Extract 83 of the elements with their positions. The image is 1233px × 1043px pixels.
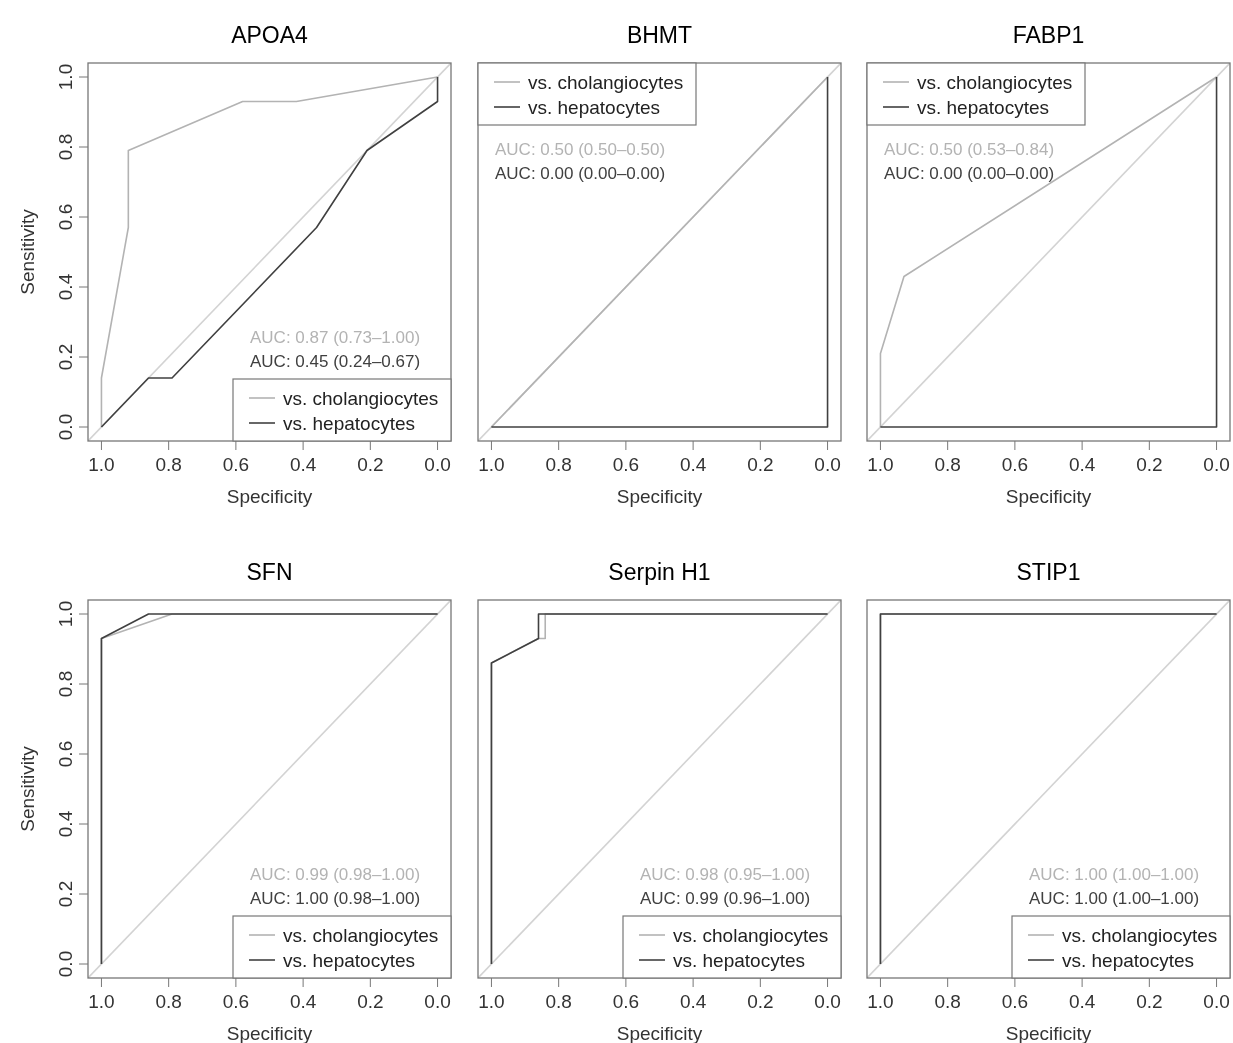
- y-tick-label: 1.0: [55, 63, 76, 91]
- legend-label: vs. cholangiocytes: [1062, 925, 1218, 946]
- y-tick-label: 0.6: [55, 740, 76, 768]
- x-tick-label: 0.2: [357, 991, 384, 1012]
- legend-label: vs. hepatocytes: [283, 413, 416, 434]
- legend-label: vs. cholangiocytes: [673, 925, 829, 946]
- x-tick-label: 0.8: [155, 991, 182, 1012]
- x-tick-label: 0.8: [155, 454, 182, 475]
- chart-title: Serpin H1: [608, 559, 711, 585]
- x-tick-label: 0.0: [1203, 991, 1230, 1012]
- x-tick-label: 1.0: [478, 454, 505, 475]
- x-tick-label: 1.0: [88, 991, 115, 1012]
- x-tick-label: 0.8: [545, 454, 572, 475]
- chart-title: FABP1: [1012, 22, 1085, 48]
- x-tick-label: 0.2: [357, 454, 384, 475]
- annotation: AUC: 1.00 (0.98–1.00): [250, 889, 421, 908]
- x-tick-label: 0.4: [1068, 991, 1096, 1012]
- x-tick-label: 0.4: [679, 454, 707, 475]
- y-tick-label: 0.8: [55, 670, 76, 698]
- x-tick-label: 0.2: [747, 991, 774, 1012]
- x-tick-label: 0.6: [222, 991, 250, 1012]
- x-tick-label: 0.6: [1001, 991, 1029, 1012]
- y-tick-label: 0.4: [55, 810, 76, 838]
- annotation: AUC: 0.00 (0.00–0.00): [884, 164, 1055, 183]
- legend-label: vs. hepatocytes: [283, 950, 416, 971]
- x-tick-label: 0.2: [1136, 991, 1163, 1012]
- chart-title: STIP1: [1016, 559, 1081, 585]
- x-tick-label: 1.0: [478, 991, 505, 1012]
- x-tick-label: 0.6: [612, 454, 640, 475]
- annotation: AUC: 1.00 (1.00–1.00): [1029, 865, 1200, 884]
- x-tick-label: 0.2: [747, 454, 774, 475]
- legend-label: vs. hepatocytes: [1062, 950, 1195, 971]
- y-tick-label: 0.2: [55, 880, 76, 908]
- legend-label: vs. hepatocytes: [917, 97, 1050, 118]
- annotation: AUC: 0.98 (0.95–1.00): [640, 865, 811, 884]
- x-tick-label: 0.6: [1001, 454, 1029, 475]
- y-tick-label: 1.0: [55, 600, 76, 628]
- annotation: AUC: 0.45 (0.24–0.67): [250, 352, 421, 371]
- x-tick-label: 0.0: [1203, 454, 1230, 475]
- x-tick-label: 0.4: [289, 454, 317, 475]
- annotation: AUC: 1.00 (1.00–1.00): [1029, 889, 1200, 908]
- x-tick-label: 0.4: [679, 991, 707, 1012]
- annotation: AUC: 0.87 (0.73–1.00): [250, 328, 421, 347]
- chart-title: APOA4: [231, 22, 309, 48]
- legend-label: vs. hepatocytes: [528, 97, 661, 118]
- y-tick-label: 0.4: [55, 273, 76, 301]
- annotation: AUC: 0.99 (0.98–1.00): [250, 865, 421, 884]
- x-tick-label: 0.0: [814, 991, 841, 1012]
- annotation: AUC: 0.50 (0.50–0.50): [495, 140, 666, 159]
- legend-label: vs. hepatocytes: [673, 950, 806, 971]
- y-tick-label: 0.2: [55, 343, 76, 371]
- x-tick-label: 1.0: [88, 454, 115, 475]
- legend-label: vs. cholangiocytes: [283, 925, 439, 946]
- x-tick-label: 0.8: [934, 991, 961, 1012]
- y-axis-title: Sensitivity: [17, 745, 38, 832]
- y-tick-label: 0.0: [55, 950, 76, 978]
- x-tick-label: 0.6: [222, 454, 250, 475]
- x-axis-title: Specificity: [1005, 486, 1092, 507]
- x-tick-label: 1.0: [867, 991, 894, 1012]
- annotation: AUC: 0.00 (0.00–0.00): [495, 164, 666, 183]
- x-tick-label: 0.4: [1068, 454, 1096, 475]
- x-tick-label: 0.0: [814, 454, 841, 475]
- y-tick-label: 0.6: [55, 203, 76, 231]
- x-axis-title: Specificity: [226, 486, 313, 507]
- annotation: AUC: 0.50 (0.53–0.84): [884, 140, 1055, 159]
- chart-title: SFN: [246, 559, 293, 585]
- x-tick-label: 0.6: [612, 991, 640, 1012]
- x-tick-label: 0.8: [545, 991, 572, 1012]
- y-axis-title: Sensitivity: [17, 208, 38, 295]
- x-tick-label: 0.4: [289, 991, 317, 1012]
- y-tick-label: 0.8: [55, 133, 76, 161]
- y-tick-label: 0.0: [55, 413, 76, 441]
- x-tick-label: 1.0: [867, 454, 894, 475]
- x-tick-label: 0.0: [424, 991, 451, 1012]
- legend-label: vs. cholangiocytes: [917, 72, 1073, 93]
- x-tick-label: 0.0: [424, 454, 451, 475]
- x-tick-label: 0.8: [934, 454, 961, 475]
- x-axis-title: Specificity: [616, 486, 703, 507]
- x-tick-label: 0.2: [1136, 454, 1163, 475]
- legend-label: vs. cholangiocytes: [528, 72, 684, 93]
- chart-title: BHMT: [626, 22, 693, 48]
- annotation: AUC: 0.99 (0.96–1.00): [640, 889, 811, 908]
- legend-label: vs. cholangiocytes: [283, 388, 439, 409]
